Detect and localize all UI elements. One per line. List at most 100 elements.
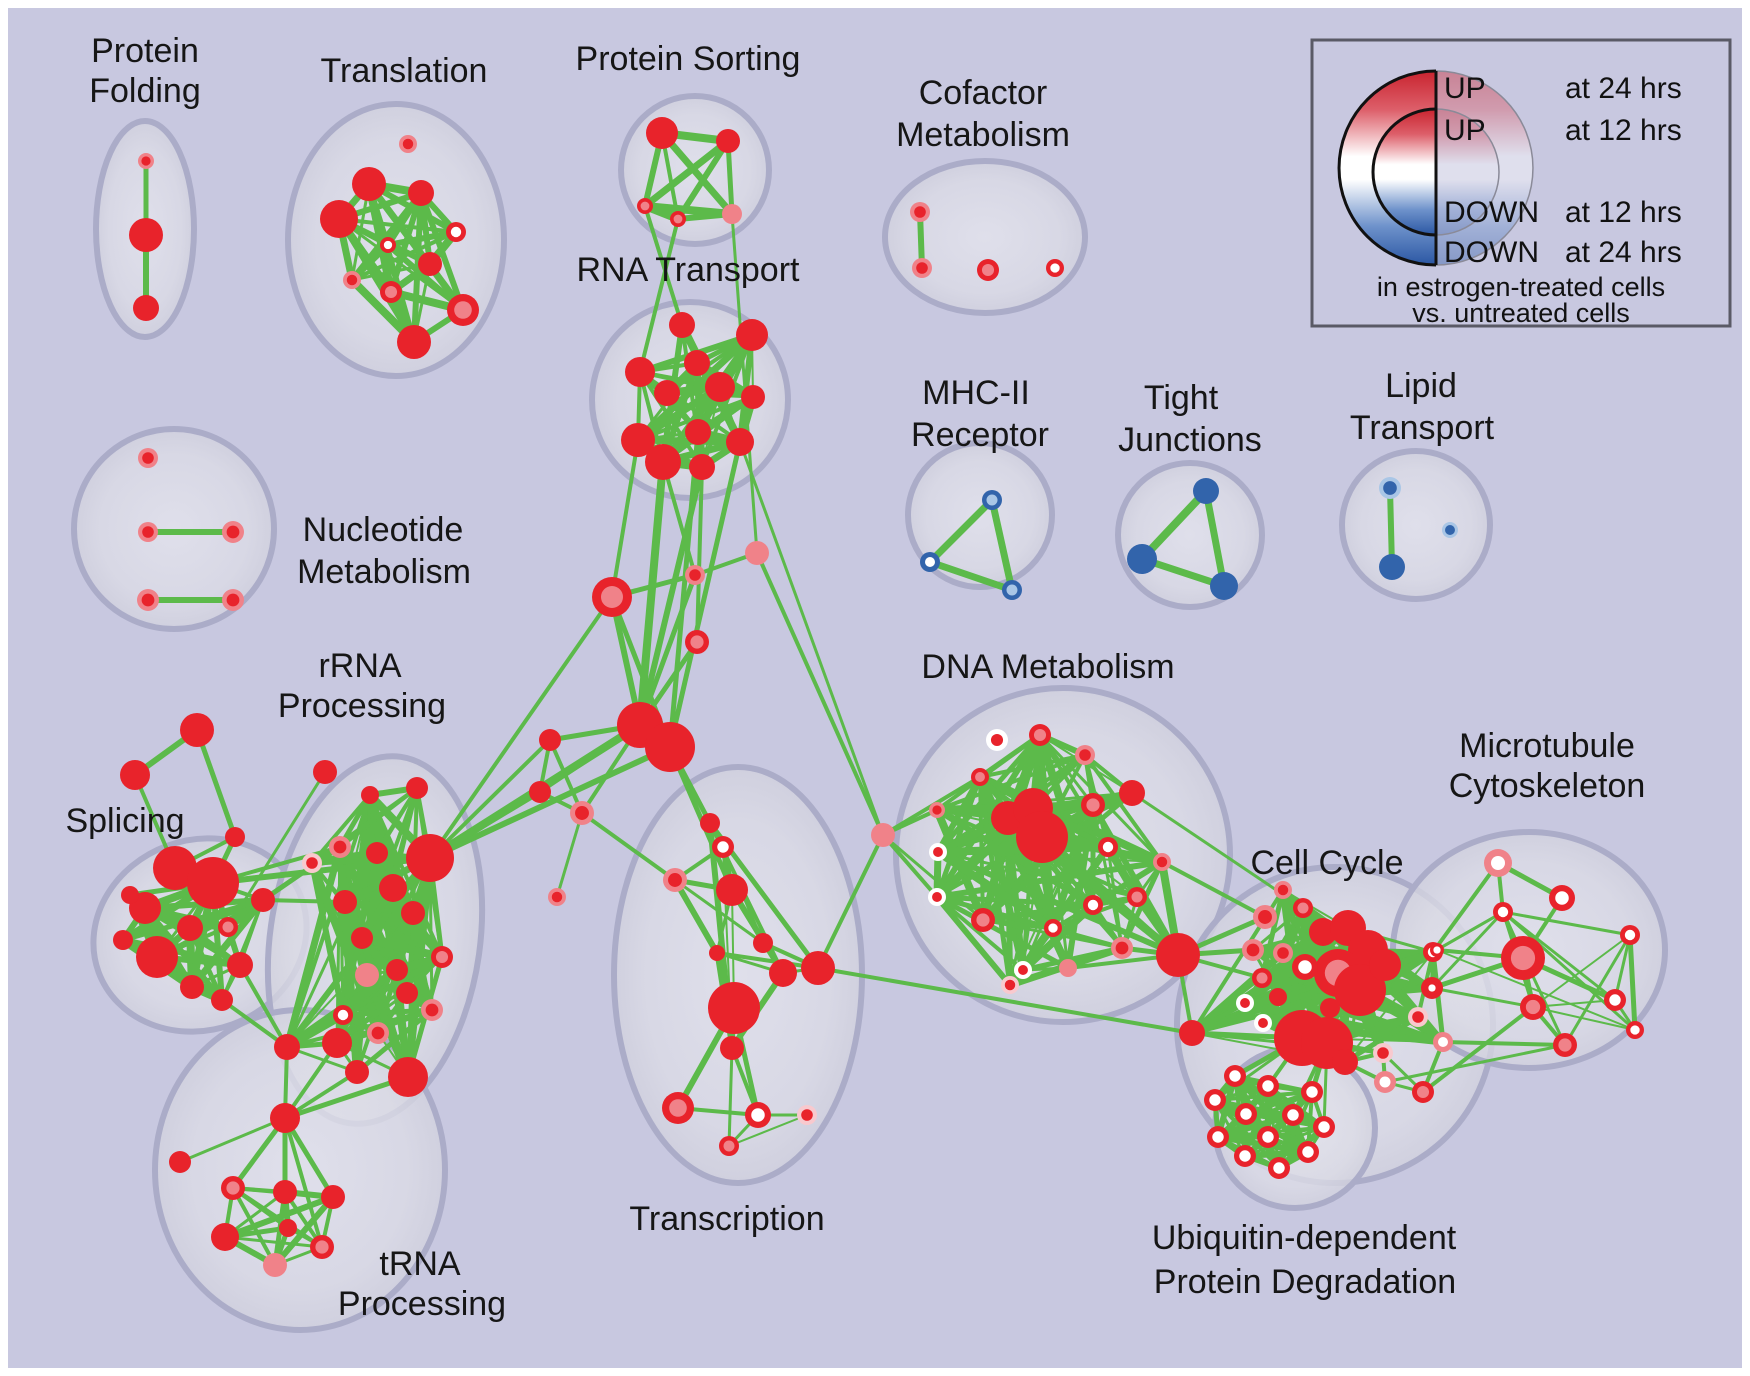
edge	[936, 850, 1139, 899]
edge	[1431, 861, 1500, 954]
legend-inner-left-arc	[1371, 107, 1437, 237]
edge	[309, 860, 346, 1018]
cluster-label-cf-1: Metabolism	[896, 116, 1070, 154]
gene-node	[322, 1028, 352, 1058]
gene-node	[1044, 919, 1062, 937]
edge	[1051, 926, 1124, 950]
edge	[1160, 860, 1267, 919]
cluster-label-rr-0: rRNA	[318, 647, 401, 685]
gene-node	[1369, 949, 1401, 981]
gene-node	[388, 1057, 428, 1097]
gene-node	[716, 129, 740, 153]
cluster-label-cf-0: Cofactor	[919, 74, 1048, 112]
gene-node	[684, 350, 710, 376]
cluster-label-sp-0: Splicing	[65, 802, 184, 840]
gene-node	[928, 888, 946, 906]
edge	[272, 1194, 336, 1268]
gene-node	[1412, 1081, 1434, 1103]
gene-node	[910, 202, 930, 222]
edge	[1532, 1006, 1636, 1031]
gene-node	[971, 768, 989, 786]
gene-node	[720, 1036, 744, 1060]
cluster-label-ps-0: Protein Sorting	[576, 40, 801, 78]
gene-node	[1156, 933, 1200, 977]
gene-node	[1083, 895, 1103, 915]
edge	[337, 217, 458, 234]
gene-node	[352, 167, 386, 201]
gene-node	[1153, 853, 1171, 871]
legend-outer-left-arc	[1337, 69, 1437, 267]
gene-node	[227, 952, 253, 978]
gene-node	[113, 930, 133, 950]
edge	[427, 744, 673, 861]
gene-node	[722, 204, 742, 224]
legend-direction-3: DOWN	[1444, 236, 1539, 269]
edge	[934, 894, 1096, 908]
edge	[385, 229, 459, 248]
gene-node	[129, 218, 163, 252]
gene-node	[621, 423, 655, 457]
edge	[926, 558, 1016, 594]
gene-node	[548, 888, 566, 906]
gene-node	[270, 1103, 300, 1133]
gene-node	[1235, 1103, 1257, 1125]
gene-node	[138, 153, 154, 169]
nodes-layer	[113, 117, 1644, 1277]
gene-node	[705, 372, 735, 402]
gene-node	[431, 946, 453, 968]
edge	[220, 998, 289, 1049]
gene-node	[1301, 1081, 1323, 1103]
gene-node	[570, 801, 594, 825]
cluster-label-rt-0: RNA Transport	[577, 251, 801, 289]
edge	[358, 934, 446, 961]
gene-node	[273, 1180, 297, 1204]
gene-node	[218, 917, 238, 937]
gene-node	[592, 577, 632, 617]
gene-node	[221, 1176, 245, 1200]
edge	[178, 1116, 287, 1164]
edge	[643, 204, 684, 327]
gene-node	[716, 874, 748, 906]
gene-node	[1193, 478, 1219, 504]
gene-node	[333, 1005, 353, 1025]
gene-node	[1268, 1157, 1290, 1179]
gene-node	[447, 294, 479, 326]
gene-node	[769, 959, 797, 987]
edge	[1501, 910, 1617, 1002]
edge	[1083, 753, 1164, 864]
gene-node	[386, 959, 408, 981]
edge	[730, 212, 759, 555]
cluster-label-tj-1: Junctions	[1118, 421, 1262, 459]
cluster-region-tj	[1115, 460, 1265, 610]
edge	[261, 898, 347, 904]
gene-node	[1098, 837, 1118, 857]
gene-node	[1493, 902, 1513, 922]
edge	[667, 744, 735, 893]
edge	[658, 129, 736, 218]
legend-time-3: at 24 hrs	[1565, 236, 1682, 269]
gene-node	[180, 975, 204, 999]
gene-node	[302, 853, 322, 873]
legend-direction-0: UP	[1444, 72, 1486, 105]
gene-node	[345, 1060, 369, 1084]
edge	[728, 1114, 808, 1147]
gene-node	[379, 874, 407, 902]
gene-node	[169, 1151, 191, 1173]
edge	[1202, 487, 1228, 590]
gene-node	[137, 589, 159, 611]
gene-node	[361, 786, 379, 804]
gene-node	[351, 927, 373, 949]
gene-node	[120, 760, 150, 790]
gene-node	[1320, 998, 1340, 1018]
edge	[350, 262, 432, 282]
gene-node	[662, 1092, 694, 1124]
legend-fade-half	[1436, 71, 1533, 265]
edge	[1215, 1112, 1296, 1140]
gene-node	[871, 823, 895, 847]
edge	[610, 438, 640, 599]
gene-node	[1059, 959, 1077, 977]
gene-node	[401, 901, 425, 925]
legend-footer-1: vs. untreated cells	[1412, 298, 1630, 328]
